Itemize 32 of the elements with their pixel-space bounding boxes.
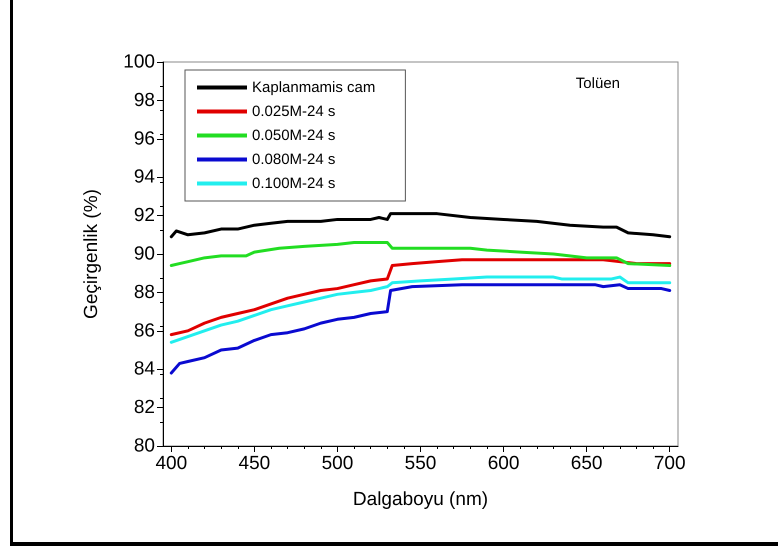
- y-tick-label: 92: [134, 205, 155, 226]
- line-series: [170, 240, 672, 268]
- legend-label: 0.100M-24 s: [252, 175, 336, 192]
- x-axis-title: Dalgaboyu (nm): [352, 489, 488, 510]
- y-tick-label: 96: [134, 128, 155, 150]
- y-tick-label: 98: [134, 90, 155, 111]
- line-series: [170, 212, 672, 238]
- x-tick-label: 500: [322, 453, 354, 474]
- x-tick-label: 550: [404, 453, 436, 474]
- y-tick-label: 82: [134, 397, 155, 418]
- legend-label: 0.050M-24 s: [252, 127, 336, 144]
- x-tick-label: 700: [654, 453, 686, 474]
- y-tick-label: 80: [134, 436, 155, 456]
- line-series: [170, 258, 672, 336]
- x-tick-label: 400: [155, 453, 188, 474]
- y-tick-label: 100: [123, 52, 155, 72]
- line-series: [170, 283, 672, 375]
- y-tick-label: 94: [134, 166, 156, 188]
- legend-label: 0.080M-24 s: [252, 151, 336, 168]
- x-tick-label: 450: [238, 453, 270, 474]
- legend-label: Kaplanmamis cam: [252, 79, 376, 96]
- annotation: Tolüen: [576, 75, 620, 92]
- y-axis-title: Geçirgenlik (%): [81, 189, 102, 319]
- legend-label: 0.025M-24 s: [252, 103, 336, 120]
- y-tick-label: 84: [134, 358, 156, 380]
- y-tick-label: 88: [134, 282, 155, 303]
- y-tick-label: 90: [134, 244, 155, 264]
- line-series: [170, 276, 672, 344]
- frame-border: Tolüen Geçirgenlik (%) Dalgaboyu (nm) 80 82 84 86 88 90 92 94 96 98 100 400 450 500 550 600 650 700 Kaplanmamis cam 0.025M-24 s 0.050M-24 s 0.080M-24 s 0.100M-24 s: [10, 0, 778, 546]
- x-tick-label: 600: [488, 453, 520, 474]
- y-tick-label: 86: [134, 320, 155, 342]
- x-tick-label: 650: [570, 453, 602, 474]
